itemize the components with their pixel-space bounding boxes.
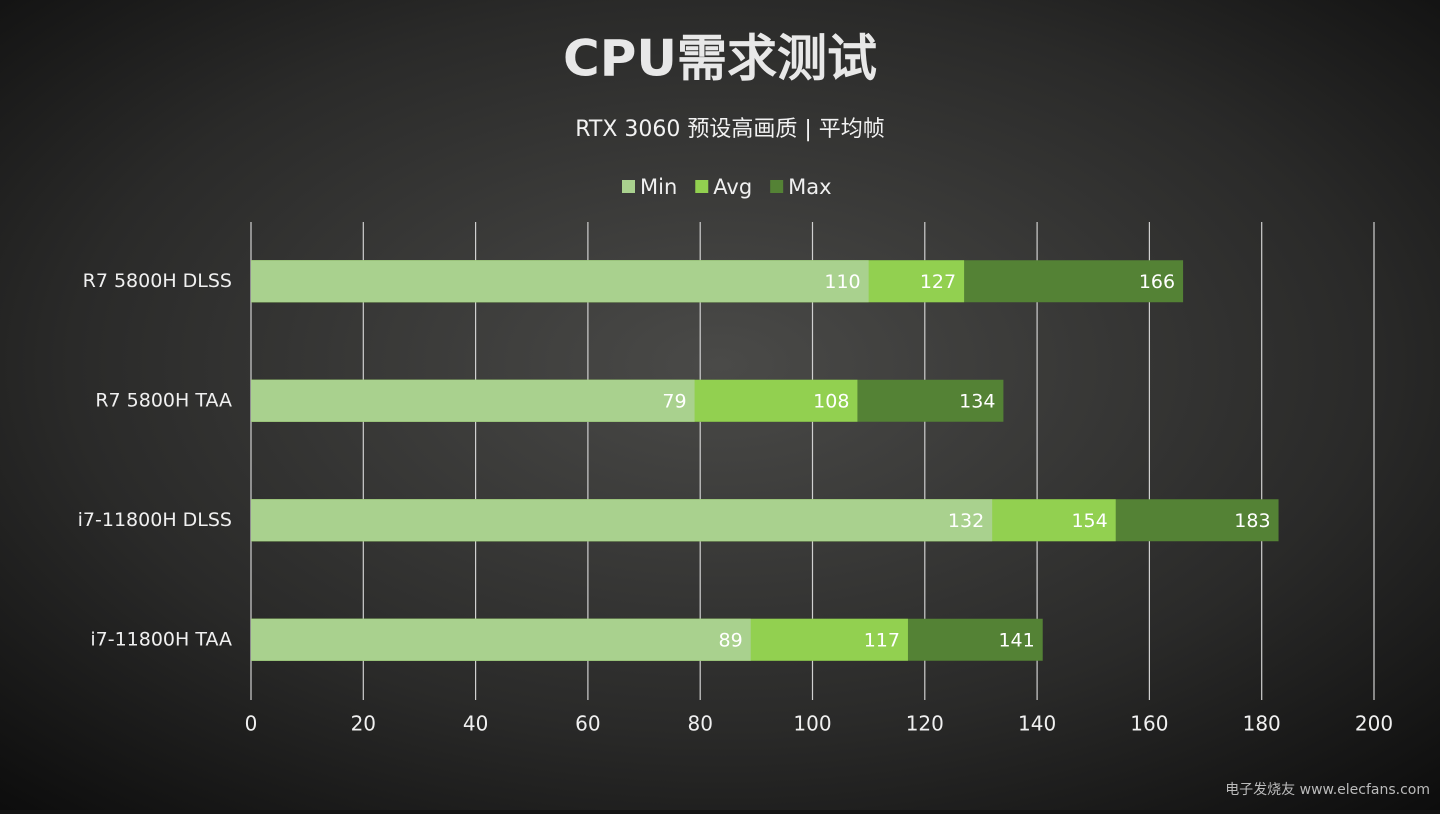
x-tick-label: 20 [351, 712, 376, 736]
bar [251, 379, 695, 422]
value-label: 154 [1071, 510, 1107, 532]
legend: Min Avg Max [622, 175, 832, 199]
value-label: 89 [719, 629, 743, 651]
value-label: 127 [920, 271, 956, 293]
chart-subtitle: RTX 3060 预设高画质 | 平均帧 [575, 117, 885, 142]
watermark: 电子发烧友 www.elecfans.com [1225, 782, 1430, 798]
legend-label: Max [788, 175, 831, 199]
x-tick-label: 40 [463, 712, 488, 736]
legend-label: Avg [713, 175, 752, 199]
legend-swatch [770, 180, 784, 193]
value-label: 183 [1234, 510, 1270, 532]
x-tick-label: 100 [793, 712, 831, 736]
x-tick-label: 80 [687, 712, 712, 736]
x-tick-label: 180 [1243, 712, 1281, 736]
value-label: 132 [948, 510, 984, 532]
legend-swatch [695, 180, 709, 193]
x-tick-label: 60 [575, 712, 600, 736]
value-label: 166 [1139, 271, 1175, 293]
x-tick-label: 120 [906, 712, 944, 736]
x-tick-label: 200 [1355, 712, 1393, 736]
bar [251, 260, 869, 303]
y-tick-label: R7 5800H TAA [95, 389, 232, 411]
legend-swatch [622, 180, 635, 193]
y-tick-label: i7-11800H DLSS [78, 509, 232, 531]
value-label: 108 [813, 390, 849, 412]
x-tick-label: 140 [1018, 712, 1056, 736]
value-label: 110 [824, 271, 860, 293]
bar [251, 499, 993, 542]
value-label: 141 [998, 629, 1034, 651]
value-label: 134 [959, 390, 995, 412]
x-tick-label: 0 [245, 712, 258, 736]
y-tick-label: i7-11800H TAA [90, 628, 232, 650]
y-tick-label: R7 5800H DLSS [83, 270, 232, 292]
value-label: 117 [864, 629, 900, 651]
bar [251, 618, 751, 661]
value-label: 79 [662, 390, 686, 412]
legend-label: Min [640, 175, 677, 199]
x-tick-label: 160 [1130, 712, 1168, 736]
chart-title: CPU需求测试 [563, 30, 877, 88]
